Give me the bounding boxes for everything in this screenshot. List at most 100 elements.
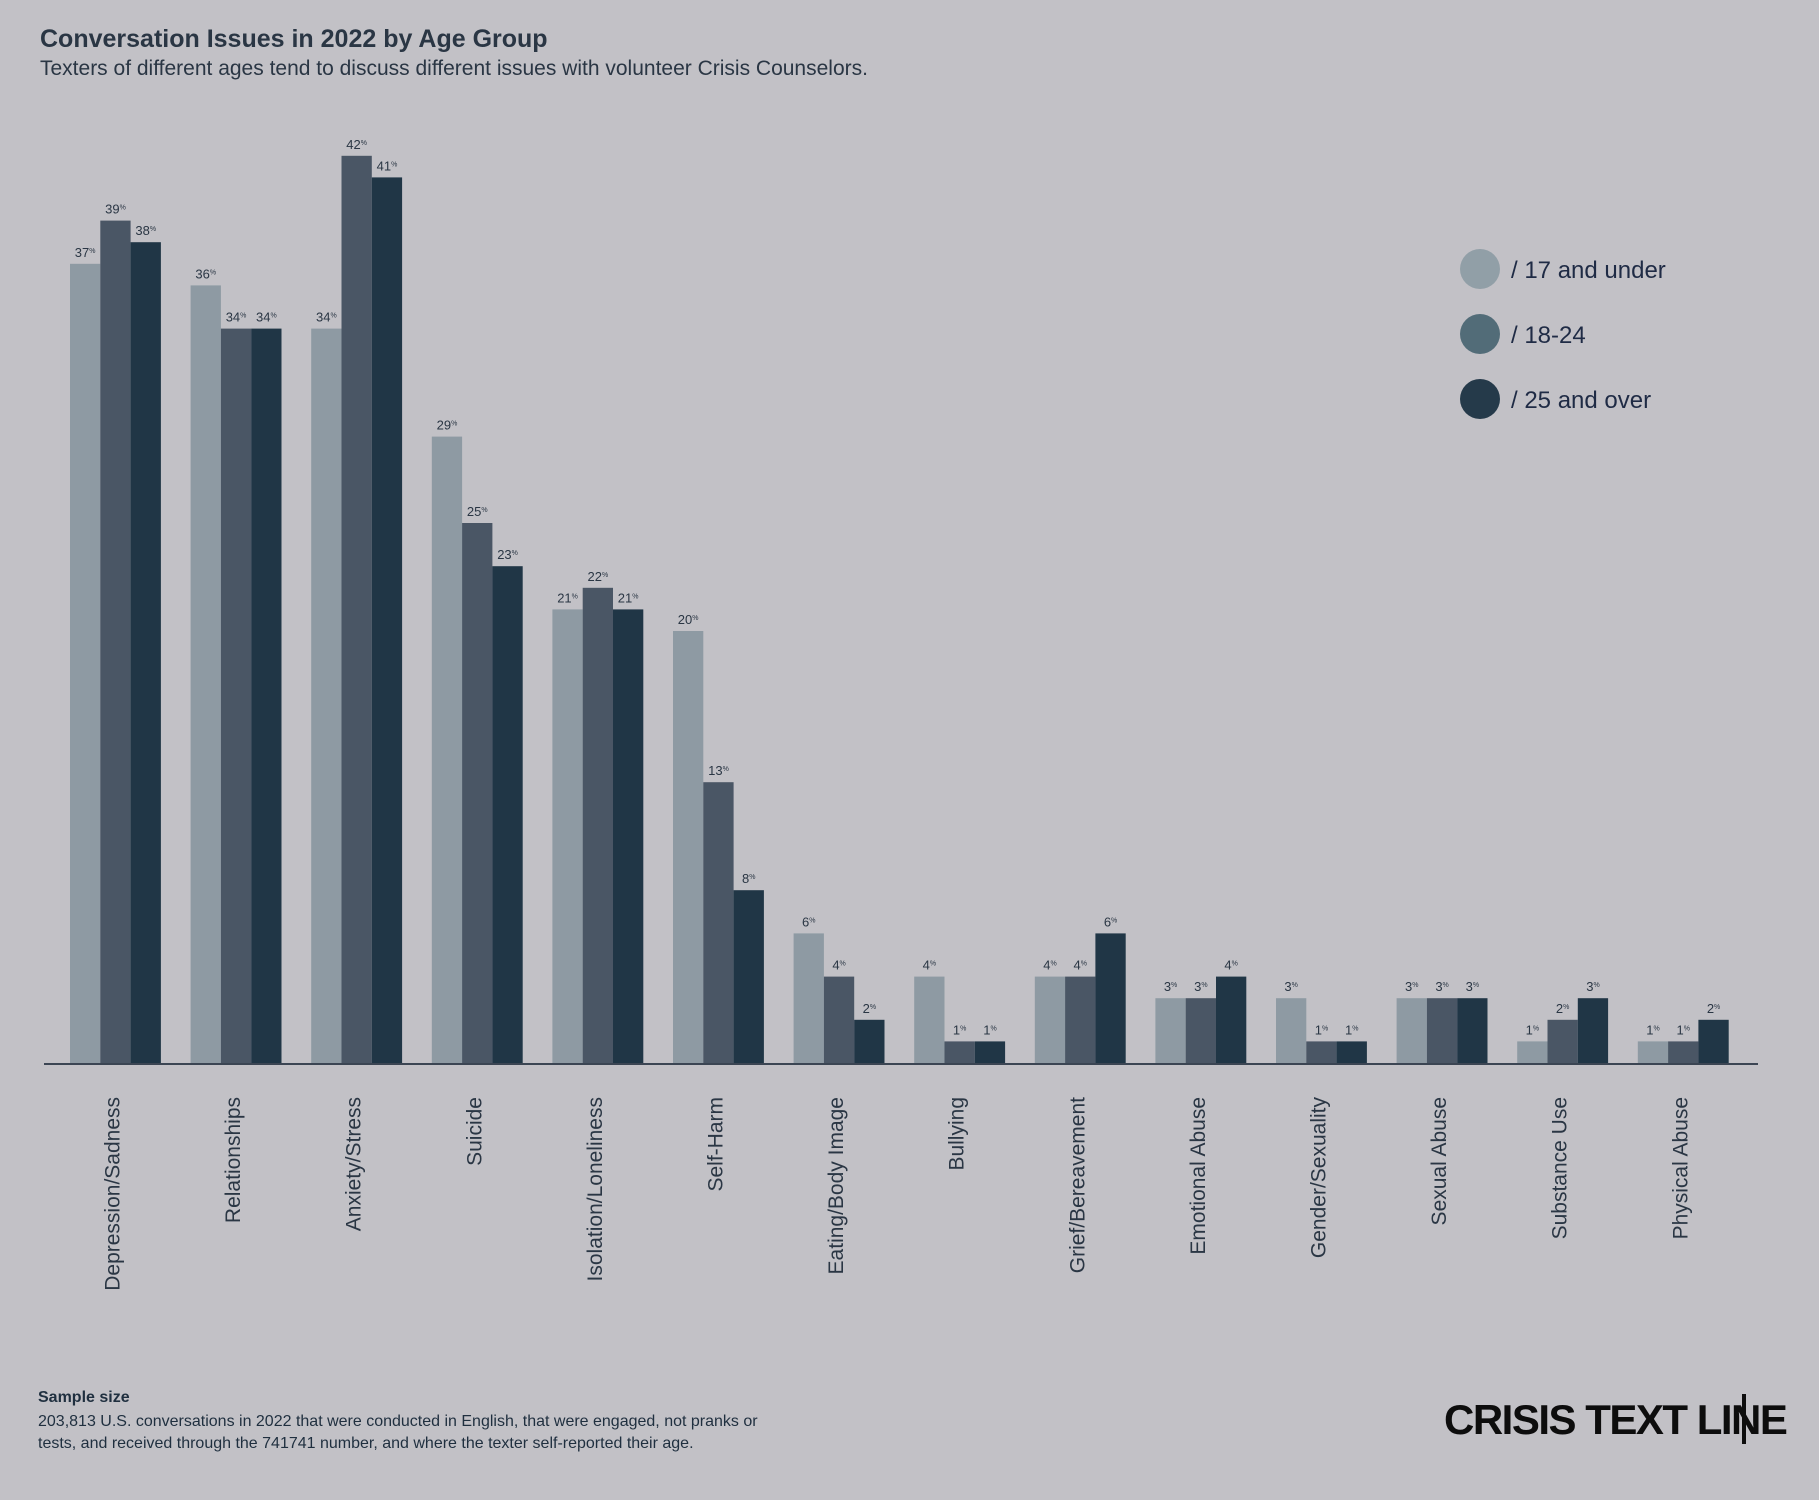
category-labels-group: Depression/Sadness Relationships Anxiety/S… — [101, 1097, 1692, 1291]
category-label-substance-use: Substance Use — [1549, 1097, 1572, 1239]
value-label-gender-sexuality-series-3: 1% — [1345, 1022, 1358, 1037]
value-label-self-harm-series-3: 8% — [742, 871, 755, 886]
bar-eating-body-image-series-1 — [793, 933, 824, 1063]
legend-swatch-1 — [1460, 249, 1500, 289]
bar-isolation-loneliness-series-3 — [613, 609, 644, 1063]
bar-eating-body-image-series-3 — [854, 1019, 885, 1063]
value-label-bullying-series-1: 4% — [923, 958, 936, 973]
value-label-depression-sadness-series-2: 39% — [105, 202, 126, 217]
bar-emotional-abuse-series-3 — [1216, 976, 1247, 1063]
bar-relationships-series-2 — [220, 328, 252, 1064]
bar-substance-use-series-3 — [1577, 998, 1609, 1063]
legend-swatch-2 — [1460, 314, 1500, 354]
value-label-substance-use-series-2: 2% — [1556, 1001, 1569, 1016]
bar-bullying-series-2 — [944, 1041, 975, 1063]
value-label-depression-sadness-series-1: 37% — [75, 245, 96, 260]
value-label-eating-body-image-series-3: 2% — [863, 1001, 876, 1016]
bar-isolation-loneliness-series-1 — [552, 609, 583, 1063]
legend-label-3: / 25 and over — [1511, 387, 1651, 414]
value-label-relationships-series-1: 36% — [195, 266, 216, 281]
value-label-grief-bereavement-series-1: 4% — [1043, 958, 1056, 973]
bar-depression-sadness-series-3 — [130, 242, 161, 1063]
bars-group — [70, 155, 1729, 1064]
bar-self-harm-series-3 — [733, 890, 764, 1063]
bar-gender-sexuality-series-2 — [1306, 1041, 1337, 1063]
value-label-physical-abuse-series-2: 1% — [1677, 1022, 1690, 1037]
bar-emotional-abuse-series-2 — [1185, 998, 1216, 1063]
category-label-eating-body-image: Eating/Body Image — [825, 1097, 848, 1274]
legend-label-2: / 18-24 — [1511, 322, 1586, 349]
bar-physical-abuse-series-2 — [1668, 1041, 1699, 1063]
value-label-emotional-abuse-series-3: 4% — [1224, 958, 1237, 973]
value-label-physical-abuse-series-1: 1% — [1646, 1022, 1659, 1037]
value-labels-group: 37% 39% 38% 36% 34% 34% 34% 42% 41% 29% 25% 23% 21% 2… — [75, 137, 1720, 1038]
bar-self-harm-series-1 — [673, 631, 704, 1063]
category-label-gender-sexuality: Gender/Sexuality — [1307, 1097, 1330, 1259]
legend: / 17 and under / 18-24 / 25 and over — [1460, 249, 1666, 419]
bar-eating-body-image-series-2 — [823, 976, 855, 1063]
bar-anxiety-stress-series-3 — [371, 177, 403, 1063]
bar-grief-bereavement-series-1 — [1034, 976, 1066, 1063]
category-label-bullying: Bullying — [946, 1097, 969, 1171]
bar-suicide-series-3 — [492, 566, 523, 1063]
value-label-relationships-series-3: 34% — [256, 310, 277, 325]
sample-size-heading: Sample size — [38, 1389, 130, 1406]
bar-grief-bereavement-series-3 — [1095, 933, 1126, 1063]
value-label-gender-sexuality-series-1: 3% — [1284, 979, 1297, 994]
bar-isolation-loneliness-series-2 — [582, 587, 613, 1063]
chart-subtitle: Texters of different ages tend to discus… — [40, 57, 868, 80]
category-label-suicide: Suicide — [463, 1097, 486, 1166]
value-label-physical-abuse-series-3: 2% — [1707, 1001, 1720, 1016]
category-label-emotional-abuse: Emotional Abuse — [1187, 1097, 1210, 1255]
bar-sexual-abuse-series-2 — [1426, 998, 1458, 1063]
bar-sexual-abuse-series-1 — [1396, 998, 1427, 1063]
bar-grief-bereavement-series-2 — [1065, 976, 1096, 1063]
legend-swatch-3 — [1460, 379, 1500, 419]
value-label-sexual-abuse-series-1: 3% — [1405, 979, 1418, 994]
bar-gender-sexuality-series-3 — [1336, 1041, 1367, 1063]
bar-self-harm-series-2 — [703, 782, 734, 1063]
category-label-physical-abuse: Physical Abuse — [1669, 1097, 1692, 1239]
value-label-grief-bereavement-series-2: 4% — [1074, 958, 1087, 973]
bar-physical-abuse-series-3 — [1698, 1019, 1729, 1063]
value-label-self-harm-series-1: 20% — [678, 612, 699, 627]
bar-substance-use-series-2 — [1547, 1019, 1578, 1063]
legend-label-1: / 17 and under — [1511, 257, 1666, 284]
bar-depression-sadness-series-1 — [70, 263, 101, 1063]
value-label-self-harm-series-2: 13% — [708, 763, 729, 778]
bar-gender-sexuality-series-1 — [1276, 998, 1307, 1063]
value-label-bullying-series-2: 1% — [953, 1022, 966, 1037]
brand-logo: CRISIS TEXT LINE — [1444, 1396, 1787, 1443]
value-label-suicide-series-1: 29% — [437, 418, 458, 433]
value-label-anxiety-stress-series-1: 34% — [316, 310, 337, 325]
bar-sexual-abuse-series-3 — [1457, 998, 1488, 1063]
value-label-sexual-abuse-series-3: 3% — [1466, 979, 1479, 994]
value-label-anxiety-stress-series-2: 42% — [346, 137, 367, 152]
bar-relationships-series-3 — [251, 328, 282, 1064]
bar-bullying-series-1 — [914, 976, 945, 1063]
value-label-bullying-series-3: 1% — [983, 1022, 996, 1037]
value-label-eating-body-image-series-1: 6% — [802, 914, 815, 929]
sample-size-line-1: 203,813 U.S. conversations in 2022 that … — [38, 1413, 758, 1430]
bar-relationships-series-1 — [190, 285, 221, 1063]
value-label-sexual-abuse-series-2: 3% — [1435, 979, 1448, 994]
bar-suicide-series-1 — [431, 436, 463, 1064]
value-label-substance-use-series-3: 3% — [1586, 979, 1599, 994]
value-label-isolation-loneliness-series-2: 22% — [587, 569, 608, 584]
bar-anxiety-stress-series-2 — [341, 155, 372, 1064]
category-label-sexual-abuse: Sexual Abuse — [1428, 1097, 1451, 1225]
value-label-gender-sexuality-series-2: 1% — [1315, 1022, 1328, 1037]
category-label-anxiety-stress: Anxiety/Stress — [343, 1097, 366, 1231]
category-label-relationships: Relationships — [222, 1097, 245, 1223]
value-label-suicide-series-3: 23% — [497, 547, 518, 562]
brand-logo-bar — [1742, 1394, 1746, 1444]
bar-physical-abuse-series-1 — [1637, 1041, 1669, 1063]
sample-size-line-2: tests, and received through the 741741 n… — [38, 1435, 694, 1452]
value-label-substance-use-series-1: 1% — [1526, 1022, 1539, 1037]
chart-title: Conversation Issues in 2022 by Age Group — [40, 25, 548, 53]
value-label-grief-bereavement-series-3: 6% — [1104, 914, 1117, 929]
value-label-eating-body-image-series-2: 4% — [832, 958, 845, 973]
category-label-isolation-loneliness: Isolation/Loneliness — [584, 1097, 607, 1281]
value-label-suicide-series-2: 25% — [467, 504, 488, 519]
